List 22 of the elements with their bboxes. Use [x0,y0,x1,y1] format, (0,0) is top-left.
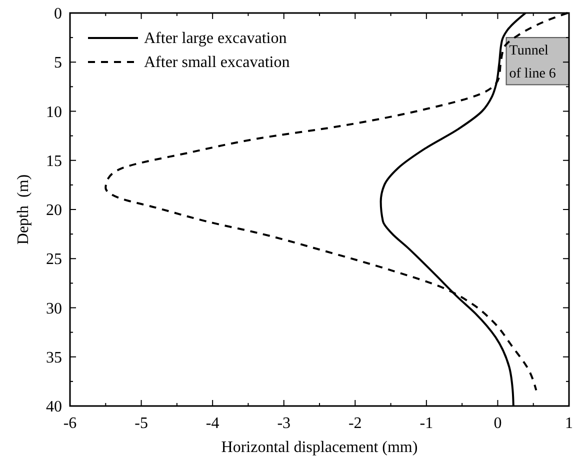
y-tick-label: 10 [46,104,62,121]
y-tick-label: 0 [54,6,62,22]
y-tick-label: 5 [54,54,62,72]
x-tick-label: -3 [277,415,291,432]
y-tick-label: 30 [46,300,62,318]
y-tick-label: 20 [46,202,62,219]
legend-label: After large excavation [144,30,287,47]
legend-label: After small excavation [144,54,290,71]
x-tick-label: 0 [494,415,502,432]
y-tick-label: 25 [46,251,62,268]
y-axis-title: Depth (m) [15,174,32,245]
x-tick-label: -1 [420,415,434,432]
x-tick-label: 1 [565,415,573,432]
x-tick-label: -6 [63,415,77,432]
x-tick-label: -4 [206,415,220,432]
x-tick-label: -5 [134,415,148,432]
y-tick-label: 35 [46,349,62,366]
y-tick-label: 40 [46,398,62,416]
x-axis-title: Horizontal displacement (mm) [221,439,418,456]
annotation: Tunnel of line 6 [509,44,556,82]
x-tick-label: -2 [348,415,362,432]
y-tick-label: 15 [46,152,62,170]
